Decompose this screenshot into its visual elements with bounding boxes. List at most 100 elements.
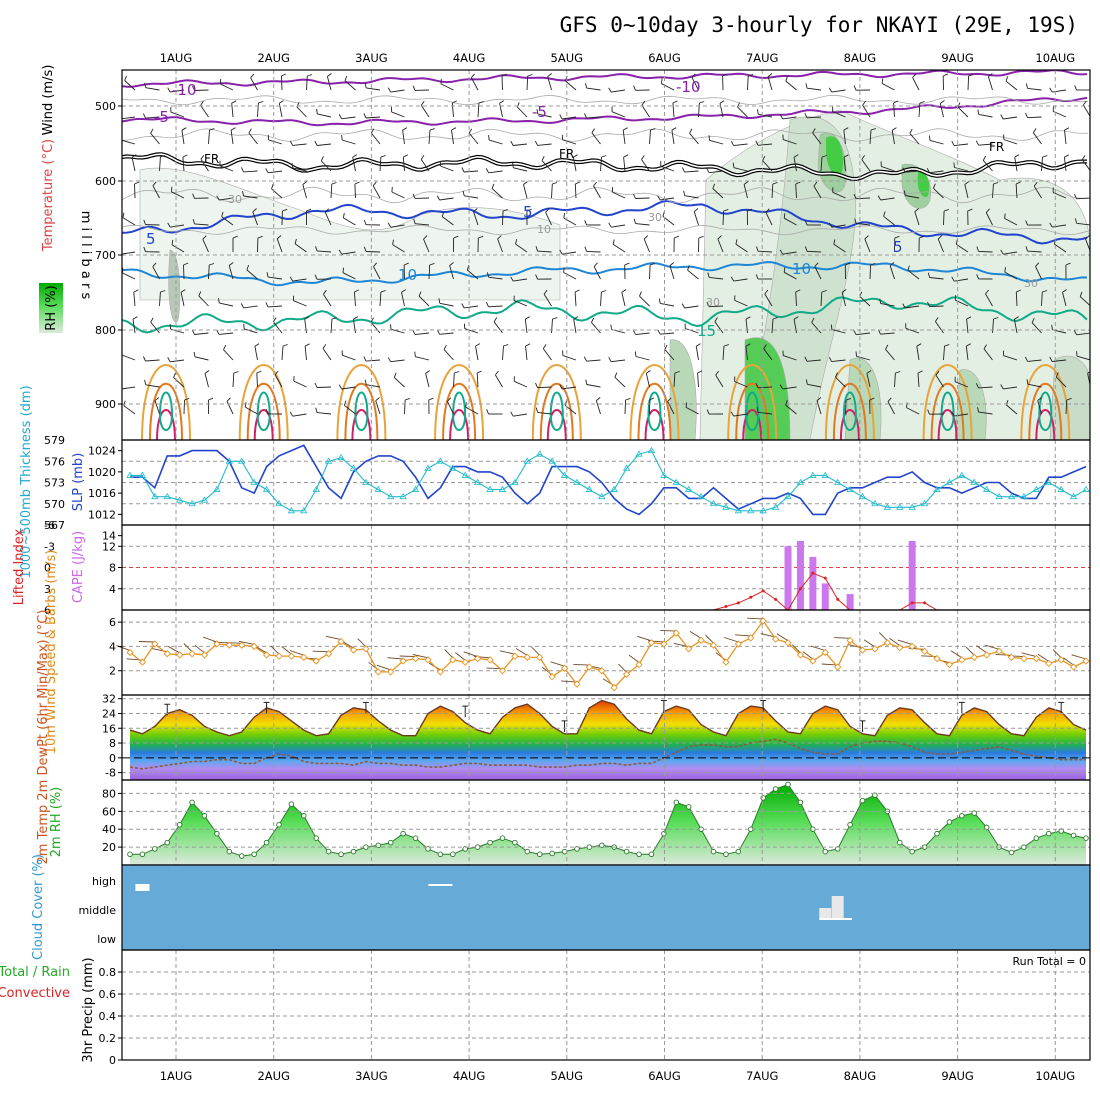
wind-barb: [523, 184, 528, 199]
thickness-point: [1045, 478, 1053, 485]
wind-speed-point: [585, 663, 594, 671]
wind-barb-flag: [1066, 397, 1072, 401]
wind-barb-flag: [354, 289, 360, 293]
wind-barb: [415, 223, 430, 226]
wind-barb-flag: [248, 128, 252, 134]
rh-contour: [122, 94, 1089, 106]
wind-barb-flag: [497, 235, 502, 240]
wind-speed-point: [1032, 654, 1040, 663]
wind-barb: [673, 372, 676, 388]
wind-barb: [304, 319, 307, 334]
wind-barb-flag: [804, 356, 808, 362]
wind-barb-flag: [1064, 127, 1070, 131]
wind-barb: [446, 401, 454, 415]
wind-barb-flag: [294, 238, 297, 244]
label-thickness: 1000~500mb Thickness (dm): [19, 385, 34, 578]
lifted-index-point: [761, 589, 765, 593]
wind-barb: [745, 346, 748, 361]
rh-fill: [127, 781, 1089, 865]
label-2m-rh: 2m RH (%): [49, 787, 64, 858]
wind-barb: [621, 292, 626, 307]
wind-barb: [593, 266, 601, 280]
wind-barb-flag: [975, 140, 979, 146]
wind-barb-flag: [612, 239, 615, 245]
wind-barb-flag: [917, 370, 923, 374]
wind-barb: [833, 243, 846, 253]
wind-barb: [783, 139, 797, 145]
y-tick-label: 32: [102, 693, 116, 706]
wind-barb-flag: [536, 109, 539, 115]
wind-barb-flag: [525, 343, 531, 347]
low-level-contour: [832, 382, 867, 440]
wind-barb: [612, 191, 626, 199]
y-tick-label: 40: [102, 823, 116, 836]
wind-barb-flag: [723, 344, 729, 347]
wind-barb: [354, 183, 356, 199]
wind-barb-flag: [387, 222, 392, 228]
wind-barb: [861, 159, 871, 172]
wind-barb-flag: [535, 382, 538, 388]
chart-title: GFS 0~10day 3-hourly for NKAYI (29E, 19S…: [560, 13, 1078, 37]
label-10-a: 10: [398, 266, 417, 284]
thickness-point: [945, 478, 954, 485]
wind-barb-flag: [1092, 129, 1097, 131]
low-level-contour: [546, 409, 567, 440]
wind-barb-flag: [352, 154, 358, 158]
wind-barb: [978, 411, 993, 415]
wind-barb-flag: [649, 397, 654, 401]
wind-barb-flag: [183, 262, 189, 266]
label-fr-1: FR: [204, 152, 219, 166]
wind-barb: [243, 305, 258, 309]
wind-barb: [943, 345, 945, 361]
wind-barb: [468, 132, 479, 145]
wind-barb: [180, 292, 185, 307]
wind-barb-flag: [879, 298, 882, 304]
wind-barb-flag: [257, 235, 263, 239]
rh-point: [1046, 830, 1052, 837]
thickness-point: [908, 503, 916, 510]
wind-barb-flag: [493, 317, 498, 323]
y-tick-label: 0.4: [99, 1010, 117, 1023]
surface-wind-barb: [561, 680, 577, 683]
label-thickness-text: 1000~500mb Thickness (dm): [19, 385, 34, 578]
rh-point: [785, 781, 791, 788]
wind-barb-flag: [266, 272, 269, 278]
wind-barb-flag: [202, 235, 207, 240]
wind-barb-flag: [795, 289, 801, 293]
thickness-point: [722, 503, 730, 510]
wind-barb-flag: [1042, 155, 1048, 158]
wind-barb: [343, 217, 356, 226]
wind-speed-point: [449, 656, 457, 664]
thickness-point: [846, 485, 854, 492]
wind-barb: [856, 355, 871, 361]
wind-barb-flag: [821, 155, 827, 158]
low-level-contour: [745, 391, 760, 431]
wind-barb: [883, 215, 895, 226]
wind-barb: [793, 319, 797, 334]
grid-temp: [122, 695, 1090, 780]
wind-barb: [831, 89, 846, 93]
low-level-contour: [839, 409, 860, 440]
wind-barb: [1006, 404, 1018, 415]
low-level-contour: [922, 364, 973, 440]
wind-barb: [733, 167, 748, 172]
wind-barb-flag: [1079, 291, 1083, 297]
wind-barb-flag: [593, 262, 598, 267]
rh-point: [325, 848, 332, 855]
wind-barb: [464, 195, 479, 199]
wind-barb-flag: [877, 195, 881, 201]
wind-barb: [978, 386, 993, 389]
legend-temperature: Temperature (°C): [41, 139, 56, 252]
wind-barb-flag: [976, 274, 979, 280]
wind-barb: [488, 170, 503, 174]
wind-barb-flag: [866, 370, 872, 374]
thickness-point: [560, 471, 569, 478]
wind-barb-flag: [951, 140, 955, 146]
wind-barb-flag: [250, 73, 255, 79]
wind-barb-flag: [387, 87, 392, 93]
rh-point: [251, 851, 257, 858]
wind-barb-flag: [584, 246, 587, 252]
wind-barb-flag: [993, 182, 999, 185]
rh-point: [872, 792, 878, 798]
